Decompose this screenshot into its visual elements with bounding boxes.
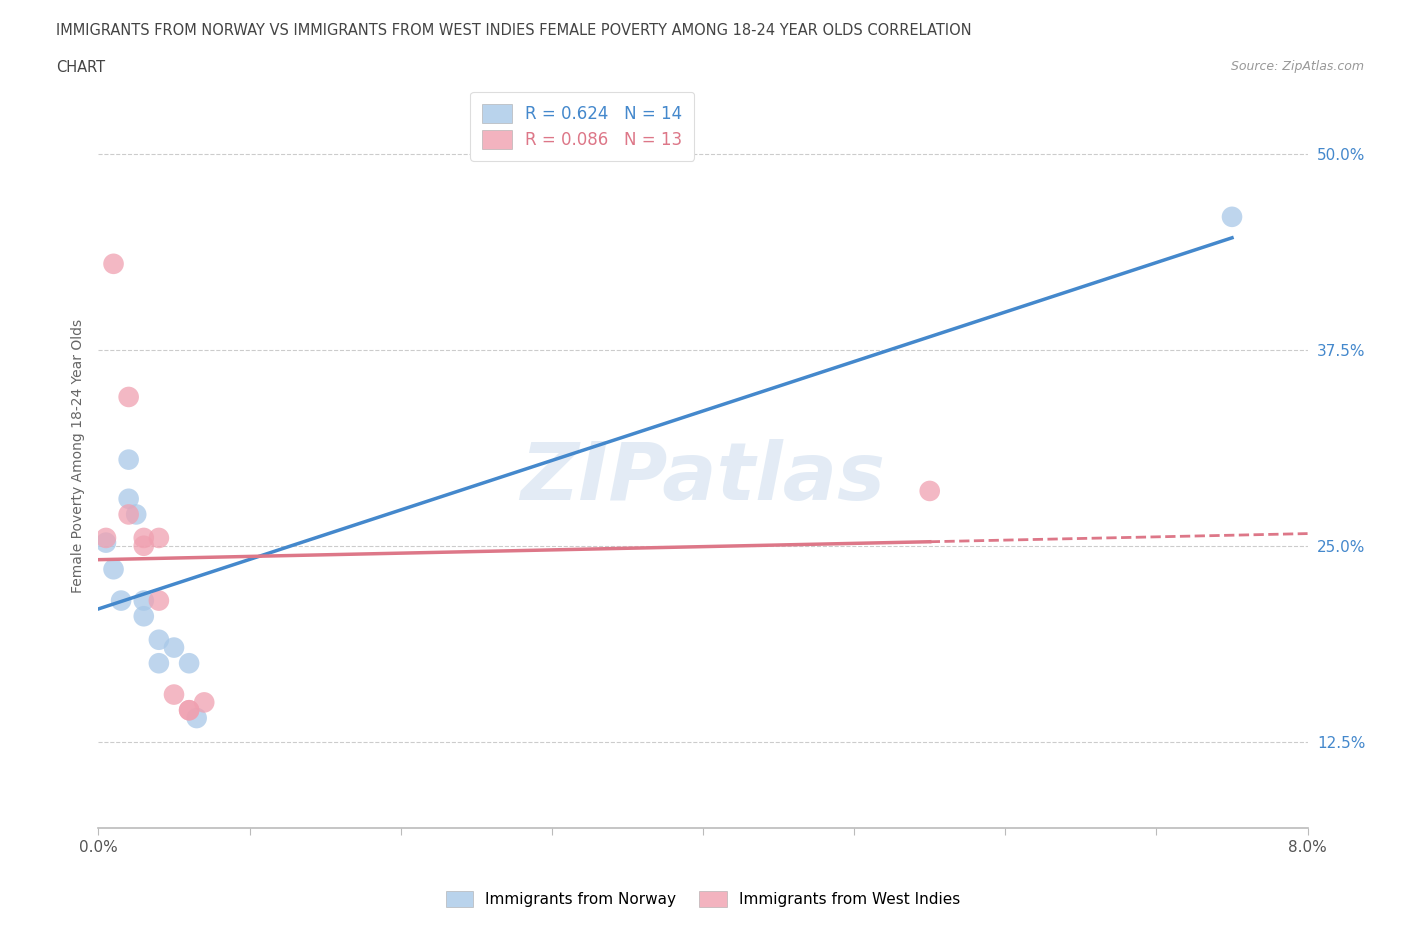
Point	[148, 656, 170, 671]
Point	[1220, 209, 1243, 224]
Point	[132, 609, 155, 624]
Point	[125, 507, 148, 522]
Text: Source: ZipAtlas.com: Source: ZipAtlas.com	[1230, 60, 1364, 73]
Legend: R = 0.624   N = 14, R = 0.086   N = 13: R = 0.624 N = 14, R = 0.086 N = 13	[470, 92, 695, 161]
Point	[148, 593, 170, 608]
Point	[179, 703, 201, 718]
Point	[94, 535, 117, 550]
Point	[118, 491, 141, 506]
Point	[163, 687, 186, 702]
Point	[103, 562, 125, 577]
Point	[186, 711, 208, 725]
Point	[110, 593, 132, 608]
Point	[179, 703, 201, 718]
Point	[148, 530, 170, 545]
Point	[148, 632, 170, 647]
Point	[94, 530, 117, 545]
Legend: Immigrants from Norway, Immigrants from West Indies: Immigrants from Norway, Immigrants from …	[440, 884, 966, 913]
Point	[132, 593, 155, 608]
Point	[132, 530, 155, 545]
Point	[193, 695, 215, 710]
Point	[103, 257, 125, 272]
Point	[918, 484, 941, 498]
Point	[118, 452, 141, 467]
Text: CHART: CHART	[56, 60, 105, 75]
Y-axis label: Female Poverty Among 18-24 Year Olds: Female Poverty Among 18-24 Year Olds	[70, 319, 84, 592]
Point	[118, 507, 141, 522]
Point	[118, 390, 141, 405]
Point	[163, 640, 186, 655]
Text: ZIPatlas: ZIPatlas	[520, 439, 886, 517]
Point	[132, 538, 155, 553]
Text: IMMIGRANTS FROM NORWAY VS IMMIGRANTS FROM WEST INDIES FEMALE POVERTY AMONG 18-24: IMMIGRANTS FROM NORWAY VS IMMIGRANTS FRO…	[56, 23, 972, 38]
Point	[179, 656, 201, 671]
